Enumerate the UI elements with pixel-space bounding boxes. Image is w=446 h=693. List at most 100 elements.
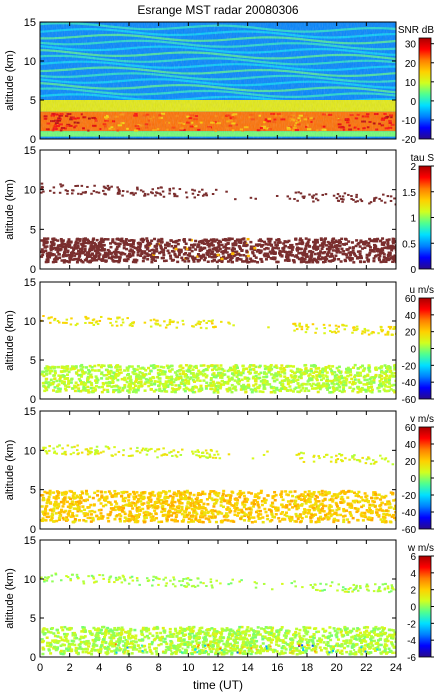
echo-mark [115,369,119,373]
echo-mark [110,495,114,499]
echo-mark [361,498,365,502]
echo-mark [65,367,69,371]
echo-mark [164,513,168,517]
echo-mark [266,237,270,241]
echo-mark [85,241,89,245]
echo-mark [156,497,160,500]
echo-mark [156,322,159,325]
echo-mark [193,636,197,640]
echo-mark [212,372,216,375]
echo-mark [353,458,356,461]
echo-mark [128,252,132,256]
echo-mark [225,515,229,519]
echo-mark [79,494,83,497]
echo-mark [183,240,187,243]
echo-mark [261,516,265,519]
echo-mark [214,501,218,505]
echo-mark [374,368,378,371]
echo-mark [126,190,129,193]
echo-mark [157,238,161,242]
echo-mark [236,493,240,496]
echo-mark [132,193,136,196]
echo-mark [274,493,278,497]
echo-mark [141,507,145,511]
echo-mark [95,385,99,388]
echo-mark [188,254,192,258]
echo-mark [303,258,307,261]
echo-mark [194,511,198,514]
echo-mark [104,503,108,507]
echo-mark [178,510,182,514]
echo-mark [314,331,317,334]
echo-mark [356,459,359,462]
colorbar-tick-label: 0 [410,345,416,356]
echo-mark [317,500,321,503]
echo-mark [252,368,256,371]
echo-mark [106,252,110,255]
echo-mark [102,254,106,258]
echo-mark [319,238,323,242]
echo-mark [61,321,65,324]
echo-mark [135,376,139,380]
echo-mark [254,390,258,393]
echo-mark [183,246,187,249]
echo-mark [159,491,163,495]
echo-mark [91,319,95,322]
echo-mark [289,245,293,249]
echo-mark [258,364,262,368]
echo-mark [163,495,167,499]
echo-mark [313,497,317,501]
echo-mark [281,383,285,386]
echo-mark [169,504,173,508]
echo-mark [92,190,96,193]
echo-mark [324,453,328,456]
echo-mark [209,490,213,493]
echo-mark [60,493,64,496]
echo-mark [167,251,171,255]
echo-mark [268,239,272,243]
echo-mark [86,377,90,380]
echo-mark [169,239,173,242]
echo-mark [206,503,210,506]
echo-mark [153,500,157,504]
echo-mark [197,499,201,503]
echo-mark [378,254,382,258]
echo-mark [95,514,99,518]
echo-mark [287,379,291,382]
echo-mark [77,387,81,390]
echo-mark [272,376,276,379]
echo-mark [371,500,375,503]
echo-mark [298,520,302,524]
echo-mark [305,252,309,256]
echo-mark [103,238,107,241]
echo-mark [146,496,150,499]
echo-mark [291,494,295,498]
echo-mark [319,237,323,240]
colorbar-tick-label: -10 [402,116,417,127]
echo-mark [95,191,98,194]
echo-mark [269,237,273,241]
echo-mark [241,364,245,368]
echo-mark [110,385,114,389]
echo-mark [44,446,47,449]
echo-mark [249,240,253,244]
echo-mark [341,242,345,246]
echo-mark [383,376,387,380]
echo-mark [185,489,189,493]
echo-mark [40,248,44,251]
echo-mark [204,517,208,520]
echo-mark [58,377,62,381]
echo-mark [178,491,182,494]
echo-mark [221,495,225,499]
echo-mark [344,259,348,263]
echo-mark [189,238,193,242]
echo-mark [278,520,282,523]
echo-mark [122,244,126,247]
echo-mark [380,243,384,246]
echo-mark [194,450,197,453]
echo-mark [113,634,117,638]
echo-mark [302,196,306,199]
echo-mark [260,260,264,263]
echo-mark [152,366,156,370]
echo-mark [367,381,371,384]
